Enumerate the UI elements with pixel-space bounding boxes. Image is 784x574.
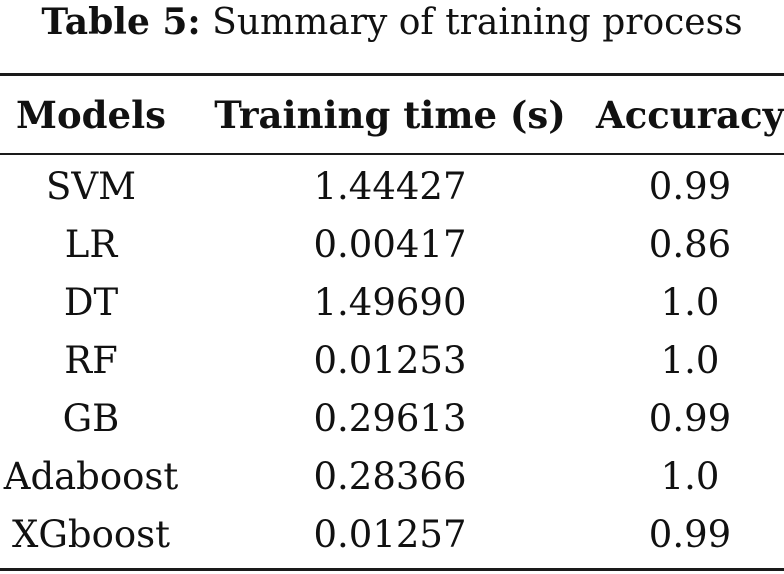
cell-training-time: 1.49690: [313, 281, 467, 324]
cell-accuracy: 0.99: [648, 513, 732, 556]
cell-accuracy: 1.0: [660, 339, 720, 382]
header-training-time: Training time (s): [214, 93, 566, 137]
cell-training-time: 0.28366: [313, 455, 467, 498]
cell-training-time: 1.44427: [313, 165, 467, 208]
cell-accuracy: 0.86: [648, 223, 732, 266]
cell-training-time: 0.29613: [313, 397, 467, 440]
cell-model: XGboost: [12, 513, 170, 556]
cell-model: DT: [63, 281, 119, 324]
table-bottom-rule: [0, 568, 784, 571]
cell-model: RF: [64, 339, 118, 382]
cell-training-time: 0.01253: [313, 339, 467, 382]
table-top-rule: [0, 73, 784, 76]
header-accuracy: Accuracy: [596, 93, 784, 137]
cell-model: SVM: [46, 165, 136, 208]
caption-label: Table 5:: [41, 1, 201, 43]
header-models: Models: [16, 93, 166, 137]
cell-accuracy: 1.0: [660, 281, 720, 324]
cell-training-time: 0.01257: [313, 513, 467, 556]
table-caption: Table 5: Summary of training process: [0, 0, 784, 44]
caption-title: Summary of training process: [212, 2, 743, 43]
cell-model: GB: [62, 397, 120, 440]
cell-accuracy: 1.0: [660, 455, 720, 498]
cell-model: LR: [64, 223, 118, 266]
cell-accuracy: 0.99: [648, 165, 732, 208]
table-header-rule: [0, 153, 784, 155]
cell-training-time: 0.00417: [313, 223, 467, 266]
cell-accuracy: 0.99: [648, 397, 732, 440]
cell-model: Adaboost: [3, 455, 179, 498]
